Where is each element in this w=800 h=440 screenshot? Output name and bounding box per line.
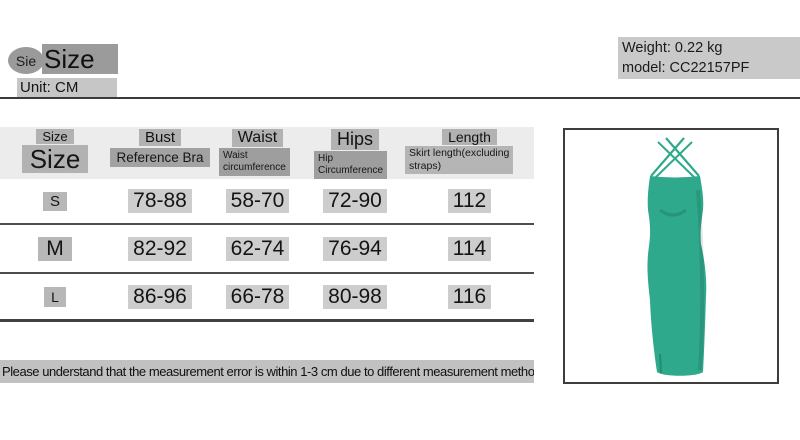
dress-hem-slit — [659, 353, 662, 374]
size-value: S — [42, 191, 67, 211]
sublabel-line: straps) — [409, 160, 442, 172]
sublabel-line: Skirt length(excluding — [409, 147, 510, 159]
header-divider — [0, 97, 800, 99]
dress-strap — [657, 141, 696, 179]
length-value: 116 — [447, 284, 492, 309]
length-value: 114 — [447, 236, 492, 261]
column-header-hips: Hips Hip Circumference — [305, 127, 405, 179]
row-divider — [0, 223, 534, 225]
waist-value: 66-78 — [225, 284, 290, 309]
dress-illustration — [647, 137, 707, 376]
column-sublabel-size: Size — [21, 145, 89, 173]
sublabel-line: circumference — [223, 162, 286, 173]
dress-strap — [654, 141, 693, 179]
column-label-length: Length — [442, 129, 497, 145]
dress-bust-shading — [659, 208, 687, 217]
dress-body — [647, 176, 707, 376]
column-header-length: Length Skirt length(excluding straps) — [405, 127, 534, 179]
table-bottom-divider — [0, 319, 534, 322]
dress-strap — [650, 137, 685, 177]
measurement-note: Please understand that the measurement e… — [0, 360, 534, 383]
table-row-s: S 78-88 58-70 72-90 112 — [0, 179, 534, 223]
column-sublabel-bust: Reference Bra — [110, 148, 210, 167]
sublabel-line: Waist — [223, 150, 248, 161]
hips-value: 76-94 — [323, 236, 387, 261]
column-header-size: Size Size — [0, 127, 110, 179]
column-sublabel-hips: Hip Circumference — [314, 151, 388, 179]
unit-label: Unit: CM — [17, 78, 117, 98]
size-value: L — [44, 286, 66, 307]
dress-strap — [665, 137, 700, 177]
row-divider — [0, 272, 534, 274]
size-badge: Sie — [8, 47, 44, 74]
hips-value: 80-98 — [323, 284, 387, 309]
column-sublabel-waist: Waist circumference — [219, 148, 290, 176]
waist-value: 62-74 — [225, 236, 290, 261]
bust-value: 82-92 — [128, 236, 192, 261]
size-table-header: Size Size Bust Reference Bra Waist Waist… — [0, 127, 534, 179]
bust-value: 86-96 — [128, 284, 192, 309]
product-weight: Weight: 0.22 kg — [622, 40, 723, 56]
sublabel-line: Hip — [318, 153, 334, 164]
product-info-box: Weight: 0.22 kg model: CC22157PF — [618, 37, 800, 79]
size-value: M — [38, 236, 72, 261]
length-value: 112 — [447, 189, 492, 213]
column-header-bust: Bust Reference Bra — [110, 127, 210, 179]
page-title: Size — [42, 44, 118, 74]
column-label-bust: Bust — [138, 129, 181, 146]
waist-value: 58-70 — [225, 189, 290, 213]
column-header-waist: Waist Waist circumference — [210, 127, 305, 179]
table-row-m: M 82-92 62-74 76-94 114 — [0, 225, 534, 272]
dress-side-shading — [696, 189, 705, 371]
bust-value: 78-88 — [128, 189, 192, 213]
column-label-waist: Waist — [231, 129, 284, 147]
table-row-l: L 86-96 66-78 80-98 116 — [0, 274, 534, 319]
sublabel-line: Circumference — [318, 165, 384, 176]
column-label-size: Size — [36, 129, 74, 144]
column-sublabel-length: Skirt length(excluding straps) — [405, 146, 514, 174]
product-image — [563, 128, 779, 384]
hips-value: 72-90 — [323, 189, 387, 213]
column-label-hips: Hips — [330, 129, 379, 150]
product-model: model: CC22157PF — [622, 60, 750, 76]
